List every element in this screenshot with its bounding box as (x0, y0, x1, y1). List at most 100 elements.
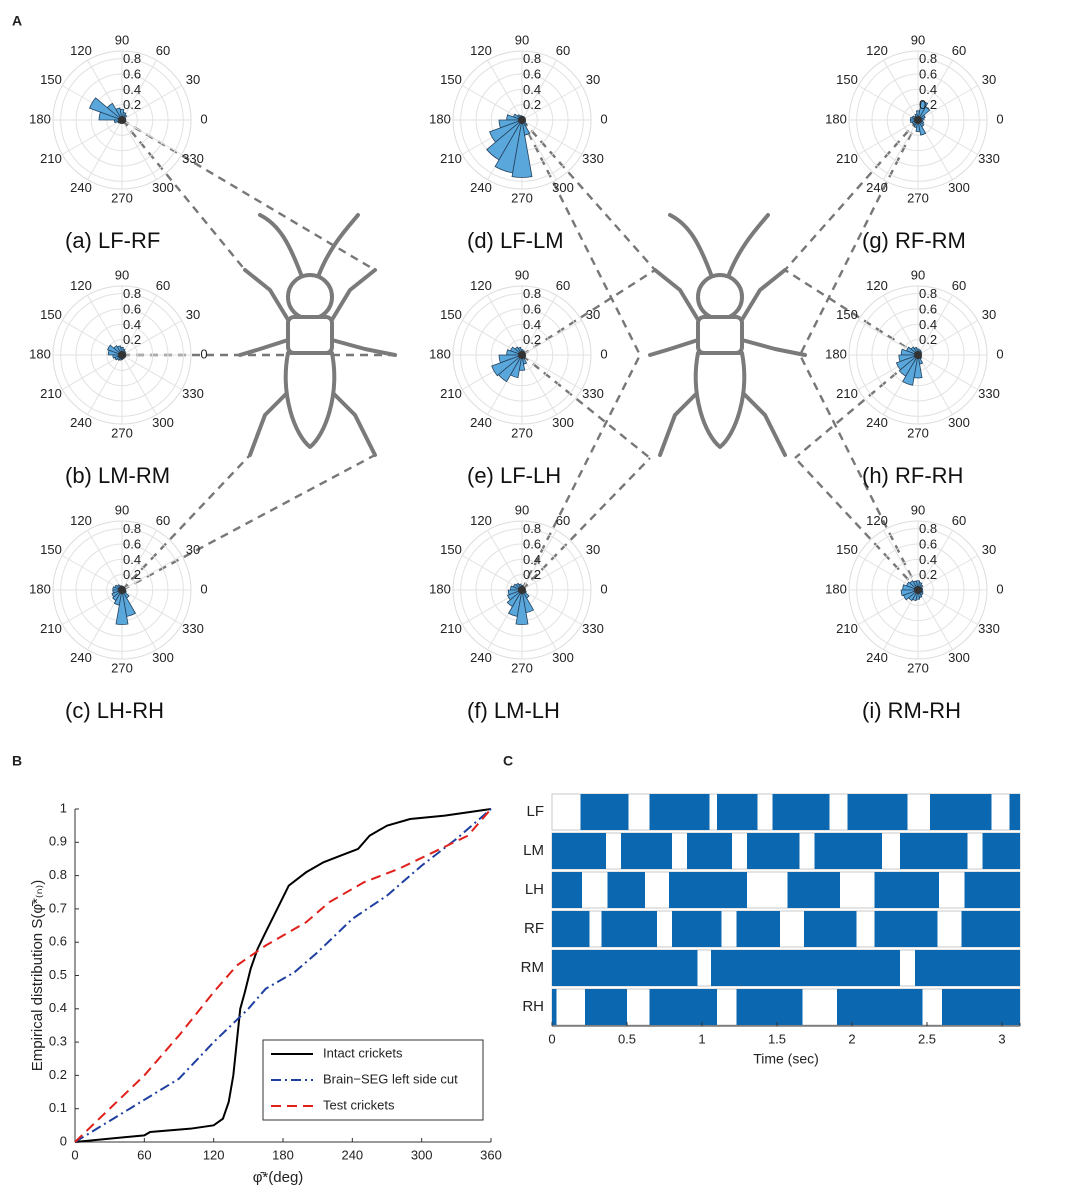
spoke (521, 294, 557, 356)
rose-bar (89, 97, 123, 121)
angle-label: 120 (866, 513, 888, 528)
spoke (917, 85, 979, 121)
angle-label: 270 (907, 425, 929, 440)
x-tick-label: 3 (998, 1031, 1005, 1046)
spoke (487, 59, 523, 121)
angle-label: 30 (186, 542, 200, 557)
spoke (121, 555, 183, 591)
outer-ring (52, 50, 192, 190)
center-dot (118, 586, 126, 594)
spoke (487, 294, 523, 356)
radial-label: 0.6 (123, 301, 141, 316)
spoke (917, 555, 979, 591)
stance-bar (649, 794, 710, 830)
radial-label: 0.8 (919, 286, 937, 301)
rose-bar (497, 354, 523, 383)
angle-label: 330 (978, 151, 1000, 166)
angle-label: 150 (440, 307, 462, 322)
spoke (521, 555, 583, 591)
spoke (461, 555, 523, 591)
stance-bar (915, 950, 1020, 986)
spoke (121, 354, 157, 416)
radial-label: 0.4 (123, 82, 141, 97)
angle-label: 60 (156, 278, 170, 293)
stance-bar (552, 911, 590, 947)
stance-bar (621, 833, 672, 869)
angle-label: 210 (836, 621, 858, 636)
angle-label: 240 (70, 650, 92, 665)
angle-label: 120 (70, 513, 92, 528)
angle-label: 270 (111, 660, 133, 675)
ring (75, 308, 169, 402)
x-tick-label: 2.5 (918, 1031, 936, 1046)
x-tick-label: 2 (848, 1031, 855, 1046)
ring (60, 58, 184, 182)
radial-label: 0.4 (123, 552, 141, 567)
stance-bar (552, 950, 698, 986)
cdf-line (74, 808, 492, 1143)
angle-label: 270 (511, 660, 533, 675)
angle-label: 60 (952, 513, 966, 528)
stance-bar (669, 872, 747, 908)
x-tick-label: 1 (698, 1031, 705, 1046)
angle-label: 300 (152, 650, 174, 665)
x-tick-label: 240 (341, 1147, 363, 1162)
x-tick-label: 1.5 (768, 1031, 786, 1046)
polar-chart: 0 30 60 90 120 150 180 210 240 270 300 330 0.20.40.6… (29, 502, 207, 722)
angle-label: 330 (182, 621, 204, 636)
radial-label: 0.2 (523, 567, 541, 582)
spoke (883, 294, 919, 356)
stance-bar (601, 911, 657, 947)
rose-bar (107, 344, 123, 356)
stance-bar (580, 794, 629, 830)
radial-label: 0.8 (919, 51, 937, 66)
angle-label: 270 (907, 190, 929, 205)
angle-label: 30 (186, 72, 200, 87)
rose-bar (903, 589, 919, 601)
outer-ring (848, 50, 988, 190)
angle-label: 0 (200, 111, 207, 126)
center-dot (118, 116, 126, 124)
stance-bar (964, 872, 1020, 908)
angle-label: 0 (200, 346, 207, 361)
angle-label: 210 (836, 386, 858, 401)
ring (886, 323, 950, 387)
angle-label: 240 (866, 180, 888, 195)
ring (460, 58, 584, 182)
ring (90, 323, 154, 387)
row-label: RH (522, 998, 544, 1015)
rose-bar (509, 354, 523, 379)
radial-label: 0.4 (523, 82, 541, 97)
angle-label: 330 (182, 151, 204, 166)
ring (871, 308, 965, 402)
angle-label: 0 (996, 346, 1003, 361)
y-tick-label: 0.1 (49, 1100, 67, 1115)
angle-label: 240 (866, 415, 888, 430)
angle-label: 30 (982, 307, 996, 322)
ring (106, 339, 138, 371)
spoke (121, 529, 157, 591)
ring (75, 543, 169, 637)
stance-bar (711, 950, 900, 986)
rose-bar (917, 100, 929, 121)
radial-label: 0.2 (919, 332, 937, 347)
stance-bar (687, 833, 732, 869)
polar-chart: 0 30 60 90 120 150 180 210 240 270 300 330 0.20.40.6… (825, 32, 1003, 252)
radial-label: 0.2 (123, 567, 141, 582)
spoke (521, 85, 583, 121)
ring (460, 528, 584, 652)
angle-label: 180 (29, 346, 51, 361)
radial-label: 0.6 (919, 536, 937, 551)
angle-label: 240 (470, 415, 492, 430)
stance-bar (1009, 794, 1020, 830)
outer-ring (452, 50, 592, 190)
ring (475, 308, 569, 402)
outer-ring (52, 520, 192, 660)
angle-label: 60 (556, 513, 570, 528)
rose-bar (915, 110, 921, 121)
rose-bar (98, 111, 123, 121)
stance-bar (930, 794, 992, 830)
x-tick-label: 300 (411, 1147, 433, 1162)
chart-title: (a) LF-RF (65, 228, 160, 253)
radial-label: 0.4 (919, 82, 937, 97)
